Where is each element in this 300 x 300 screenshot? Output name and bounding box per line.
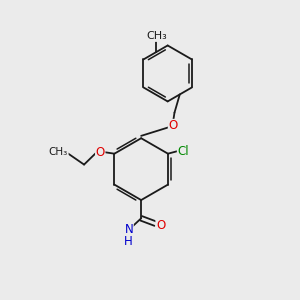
Text: N: N (124, 223, 133, 236)
Text: H: H (124, 236, 133, 248)
Text: Cl: Cl (177, 145, 189, 158)
Text: O: O (168, 119, 178, 132)
Text: CH₃: CH₃ (147, 31, 167, 41)
Text: O: O (156, 219, 165, 232)
Text: CH₃: CH₃ (49, 147, 68, 157)
Text: O: O (96, 146, 105, 159)
